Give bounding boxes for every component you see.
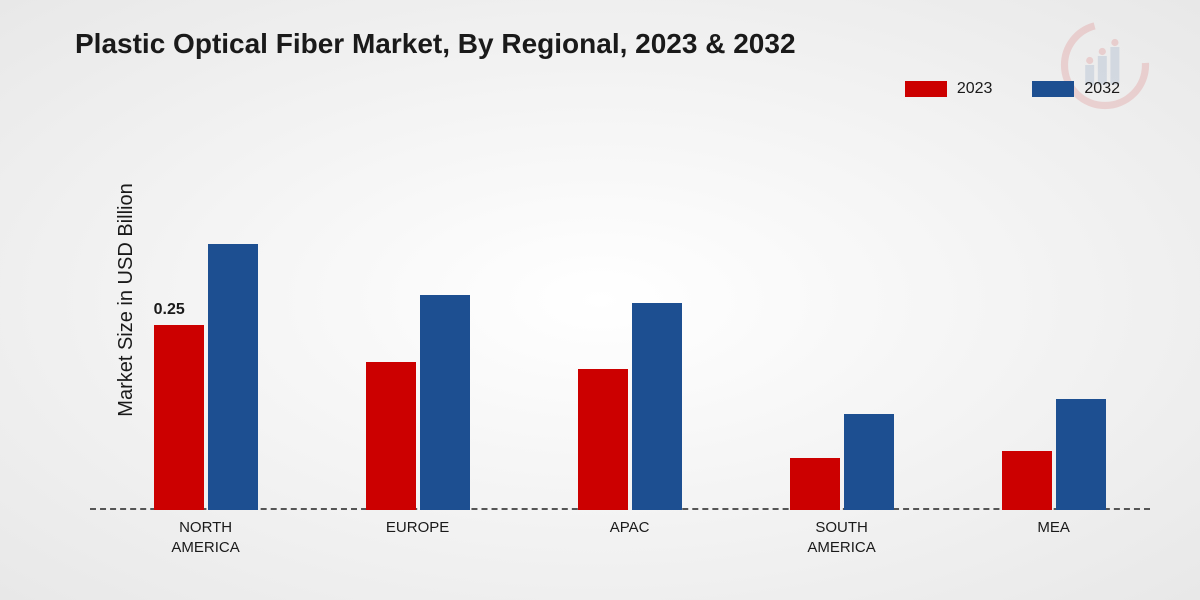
bar-2023 [1002,451,1052,510]
x-axis-category-label: APAC [570,518,690,538]
legend-swatch-2023 [905,81,947,97]
bar-2023 [154,325,204,510]
bar-group: NORTH AMERICA0.25 [154,244,258,510]
bar-2032 [844,414,894,510]
bar-2032 [1056,399,1106,510]
x-axis-category-label: EUROPE [358,518,478,538]
legend: 2023 2032 [905,80,1120,98]
bar-2023 [790,458,840,510]
legend-label-2023: 2023 [957,80,993,98]
chart-title: Plastic Optical Fiber Market, By Regiona… [75,28,796,60]
bar-2023 [578,369,628,510]
bar-2023 [366,362,416,510]
legend-label-2032: 2032 [1084,80,1120,98]
x-axis-category-label: NORTH AMERICA [146,518,266,557]
x-axis-category-label: MEA [994,518,1114,538]
bar-2032 [632,303,682,510]
bar-group: EUROPE [366,295,470,510]
x-axis-category-label: SOUTH AMERICA [782,518,902,557]
bar-group: SOUTH AMERICA [790,414,894,510]
legend-item-2023: 2023 [905,80,993,98]
bar-group: MEA [1002,399,1106,510]
chart-container: Plastic Optical Fiber Market, By Regiona… [0,0,1200,600]
bar-2032 [208,244,258,510]
bar-value-label: 0.25 [154,301,185,319]
bar-2032 [420,295,470,510]
bar-group: APAC [578,303,682,510]
plot-area: NORTH AMERICA0.25 EUROPE APAC SOUTH AMERICA… [90,140,1150,510]
legend-swatch-2032 [1032,81,1074,97]
legend-item-2032: 2032 [1032,80,1120,98]
